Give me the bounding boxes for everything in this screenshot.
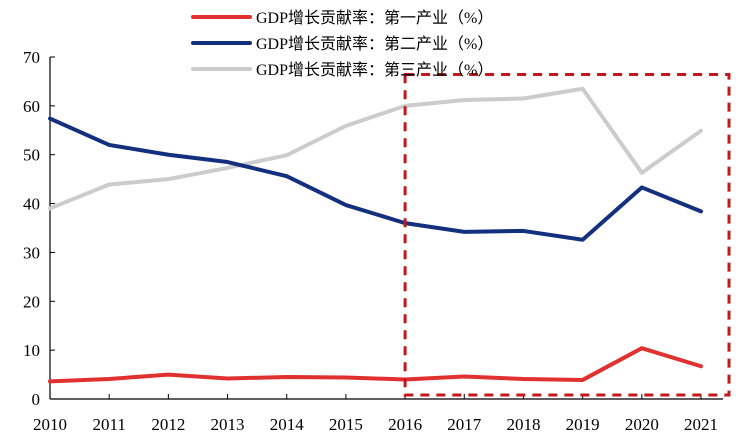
y-tick-label: 10 [23,341,40,360]
x-tick-label: 2011 [92,415,125,434]
y-tick-label: 60 [23,97,40,116]
x-tick-label: 2012 [151,415,185,434]
legend-label-2: GDP增长贡献率：第二产业（%） [256,35,493,53]
series-layer [48,86,703,384]
legend: GDP增长贡献率：第一产业（%） GDP增长贡献率：第二产业（%） GDP增长贡献率… [191,9,493,79]
axes: 0 10 20 30 40 50 60 70 2010 2011 2012 2013 2014 2015 2… [23,48,723,434]
series-line-3 [48,86,703,211]
x-tick-label: 2016 [388,415,422,434]
x-tick-label: 2015 [329,415,363,434]
annotation-layer [403,73,731,397]
x-tick-label: 2021 [684,415,718,434]
x-tick-label: 2014 [270,415,305,434]
highlight-rectangle [403,73,731,397]
x-tick-label: 2010 [33,415,67,434]
y-tick-label: 70 [23,48,40,67]
x-tick-label: 2020 [625,415,659,434]
y-tick-label: 20 [23,292,40,311]
y-tick-label: 40 [23,195,40,214]
y-tick-label: 0 [32,390,41,409]
legend-label-3: GDP增长贡献率：第三产业（%） [256,61,493,79]
x-tick-label: 2019 [566,415,600,434]
legend-label-1: GDP增长贡献率：第一产业（%） [256,9,493,27]
series-line-2 [48,116,703,242]
y-tick-label: 30 [23,243,40,262]
y-tick-label: 50 [23,146,40,165]
x-tick-label: 2017 [447,415,482,434]
x-tick-label: 2018 [506,415,540,434]
x-tick-label: 2013 [211,415,245,434]
series-line-1 [48,346,703,384]
